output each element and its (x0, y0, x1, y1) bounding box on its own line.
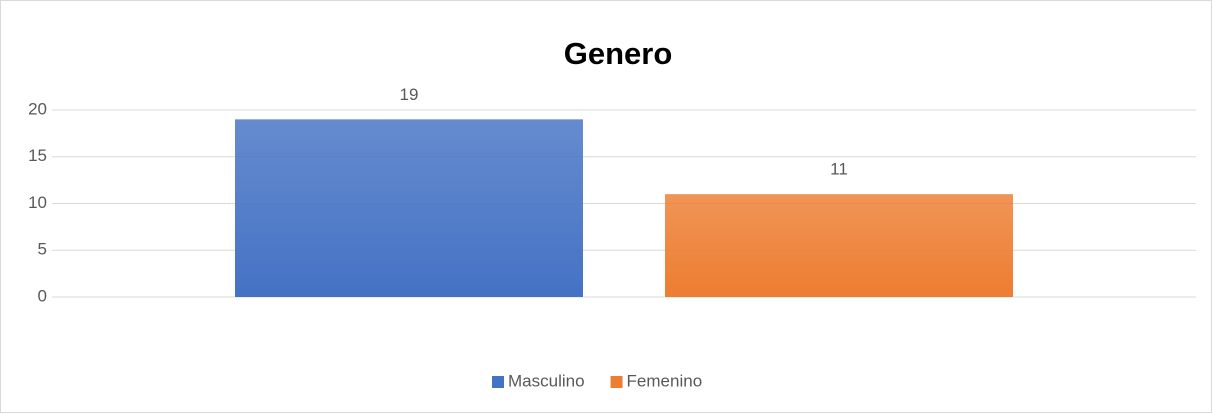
legend-swatch (610, 376, 623, 388)
chart-title: Genero (564, 36, 673, 71)
legend-label: Femenino (627, 371, 703, 390)
y-tick-label: 15 (28, 146, 47, 165)
legend-swatch (492, 376, 504, 388)
data-label: 19 (400, 85, 419, 104)
y-tick-label: 0 (38, 286, 47, 305)
legend-label: Masculino (508, 371, 585, 390)
data-label: 11 (830, 160, 848, 179)
bar (235, 119, 583, 297)
bar (665, 194, 1013, 297)
y-tick-label: 5 (38, 240, 47, 259)
y-tick-label: 20 (28, 99, 47, 118)
y-tick-label: 10 (28, 193, 47, 212)
